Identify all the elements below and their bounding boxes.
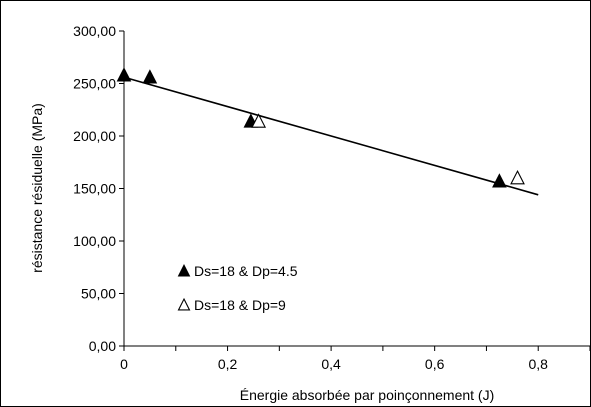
legend: Ds=18 & Dp=4.5 Ds=18 & Dp=9 — [177, 263, 298, 313]
legend-item-series-1: Ds=18 & Dp=4.5 — [177, 263, 298, 279]
y-tick-label: 50,00 — [81, 286, 116, 302]
x-tick-label: 0,2 — [218, 356, 238, 372]
y-tick-label: 100,00 — [73, 233, 116, 249]
trendline — [123, 76, 539, 196]
axes: 0,00 50,00 100,00 150,00 200,00 250,00 300,00 0… — [73, 23, 591, 372]
legend-label-series-2: Ds=18 & Dp=9 — [194, 297, 286, 313]
y-tick-label: 200,00 — [73, 128, 116, 144]
legend-marker-open-triangle — [177, 297, 191, 311]
y-tick-label: 300,00 — [73, 23, 116, 39]
legend-label-series-1: Ds=18 & Dp=4.5 — [194, 263, 298, 279]
point-filled-triangle — [142, 69, 158, 84]
x-tick-label: 0,4 — [321, 356, 341, 372]
legend-item-series-2: Ds=18 & Dp=9 — [177, 297, 286, 313]
trendline-group — [123, 76, 539, 196]
legend-marker-filled-triangle — [177, 263, 191, 277]
point-filled-triangle — [492, 173, 507, 188]
y-axis-title: résistance résiduelle (MPa) — [29, 103, 45, 273]
x-tick-label: 0 — [120, 356, 128, 372]
point-open-triangle — [510, 169, 525, 185]
y-tick-label: 150,00 — [73, 181, 116, 197]
point-filled-triangle — [116, 67, 132, 82]
x-axis-title: Énergie absorbée par poinçonnement (J) — [240, 387, 495, 403]
x-tick-label: 0,6 — [425, 356, 445, 372]
y-tick-label: 0,00 — [89, 338, 116, 354]
y-tick-label: 250,00 — [73, 76, 116, 92]
x-tick-label: 0,8 — [528, 356, 548, 372]
point-open-triangle — [251, 113, 267, 128]
data-points — [116, 67, 525, 188]
